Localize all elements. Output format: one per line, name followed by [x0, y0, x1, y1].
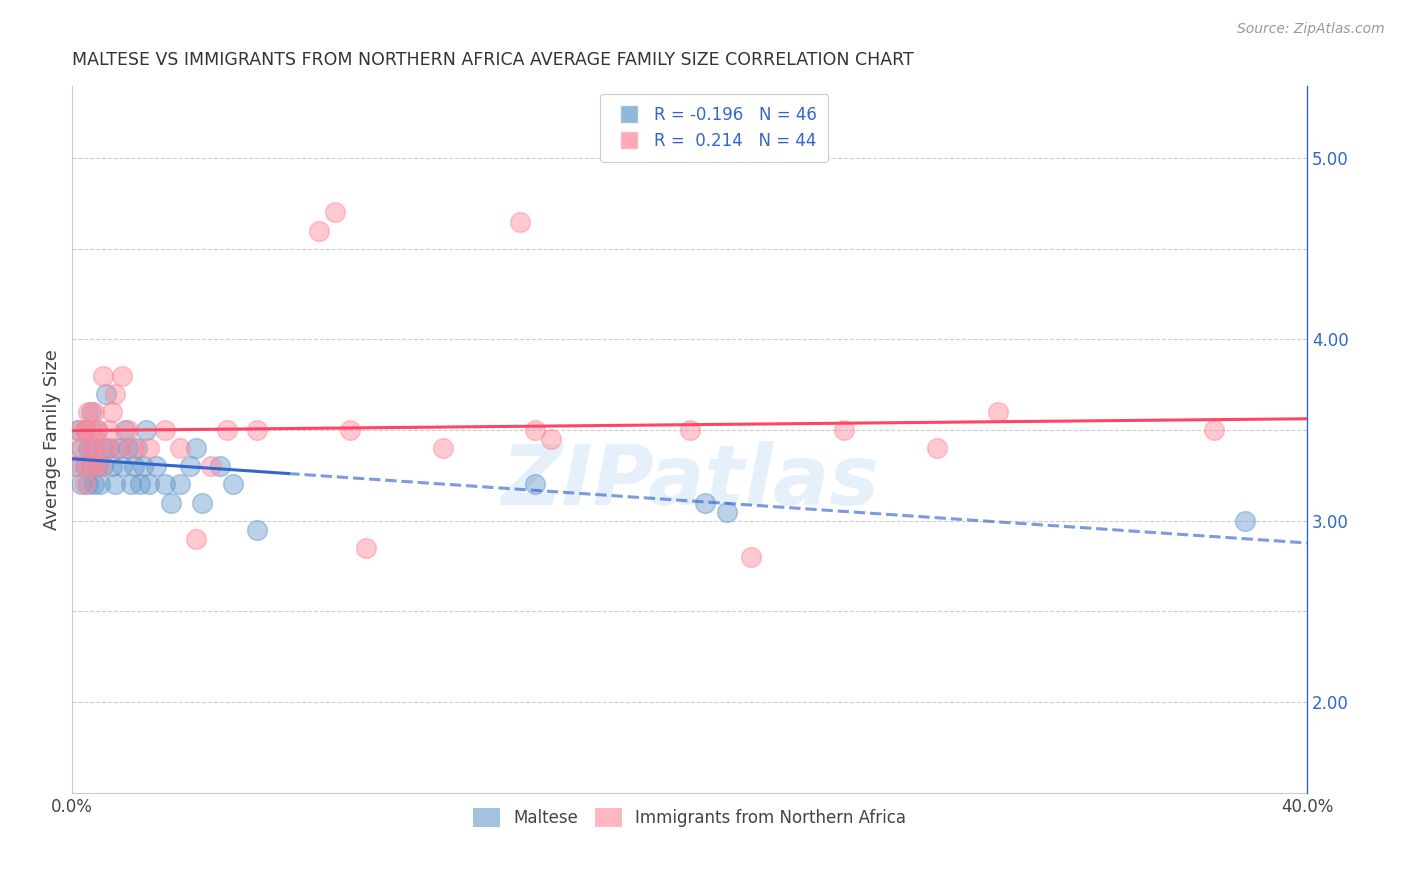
Point	[76, 477, 98, 491]
Point	[138, 441, 160, 455]
Point	[91, 368, 114, 383]
Point	[184, 441, 207, 455]
Point	[987, 405, 1010, 419]
Point	[117, 423, 139, 437]
Point	[169, 441, 191, 455]
Point	[509, 214, 531, 228]
Point	[122, 459, 145, 474]
Point	[679, 423, 702, 437]
Point	[65, 459, 87, 474]
Point	[925, 441, 948, 455]
Point	[145, 459, 167, 474]
Point	[135, 423, 157, 437]
Point	[339, 423, 361, 437]
Point	[122, 441, 145, 455]
Point	[191, 495, 214, 509]
Point	[104, 386, 127, 401]
Point	[179, 459, 201, 474]
Point	[215, 423, 238, 437]
Point	[89, 477, 111, 491]
Point	[169, 477, 191, 491]
Point	[222, 477, 245, 491]
Point	[524, 477, 547, 491]
Point	[160, 495, 183, 509]
Point	[101, 459, 124, 474]
Point	[86, 441, 108, 455]
Point	[209, 459, 232, 474]
Point	[91, 459, 114, 474]
Point	[65, 459, 87, 474]
Point	[432, 441, 454, 455]
Point	[129, 477, 152, 491]
Point	[76, 441, 98, 455]
Point	[111, 459, 134, 474]
Text: MALTESE VS IMMIGRANTS FROM NORTHERN AFRICA AVERAGE FAMILY SIZE CORRELATION CHART: MALTESE VS IMMIGRANTS FROM NORTHERN AFRI…	[72, 51, 914, 69]
Text: Source: ZipAtlas.com: Source: ZipAtlas.com	[1237, 22, 1385, 37]
Point	[73, 423, 96, 437]
Point	[91, 441, 114, 455]
Point	[70, 441, 93, 455]
Point	[120, 477, 142, 491]
Point	[117, 441, 139, 455]
Text: ZIPatlas: ZIPatlas	[501, 441, 879, 522]
Point	[323, 205, 346, 219]
Point	[832, 423, 855, 437]
Point	[246, 523, 269, 537]
Point	[153, 423, 176, 437]
Point	[80, 423, 103, 437]
Point	[716, 505, 738, 519]
Point	[80, 441, 103, 455]
Point	[524, 423, 547, 437]
Point	[80, 459, 103, 474]
Point	[96, 441, 118, 455]
Point	[67, 423, 90, 437]
Point	[540, 432, 562, 446]
Point	[125, 441, 148, 455]
Point	[83, 459, 105, 474]
Point	[70, 477, 93, 491]
Legend: Maltese, Immigrants from Northern Africa: Maltese, Immigrants from Northern Africa	[467, 801, 912, 834]
Point	[246, 423, 269, 437]
Point	[101, 405, 124, 419]
Point	[107, 441, 129, 455]
Point	[354, 541, 377, 555]
Point	[89, 459, 111, 474]
Point	[98, 441, 121, 455]
Point	[83, 405, 105, 419]
Y-axis label: Average Family Size: Average Family Size	[44, 349, 60, 530]
Point	[67, 423, 90, 437]
Point	[1204, 423, 1226, 437]
Point	[111, 368, 134, 383]
Point	[98, 423, 121, 437]
Point	[308, 223, 330, 237]
Point	[73, 459, 96, 474]
Point	[76, 405, 98, 419]
Point	[740, 549, 762, 564]
Point	[1234, 514, 1257, 528]
Point	[153, 477, 176, 491]
Point	[83, 441, 105, 455]
Point	[184, 532, 207, 546]
Point	[104, 477, 127, 491]
Point	[107, 441, 129, 455]
Point	[70, 441, 93, 455]
Point	[114, 423, 136, 437]
Point	[73, 423, 96, 437]
Point	[86, 423, 108, 437]
Point	[96, 386, 118, 401]
Point	[132, 459, 155, 474]
Point	[73, 477, 96, 491]
Point	[86, 423, 108, 437]
Point	[83, 477, 105, 491]
Point	[76, 459, 98, 474]
Point	[86, 459, 108, 474]
Point	[80, 405, 103, 419]
Point	[693, 495, 716, 509]
Point	[138, 477, 160, 491]
Point	[200, 459, 222, 474]
